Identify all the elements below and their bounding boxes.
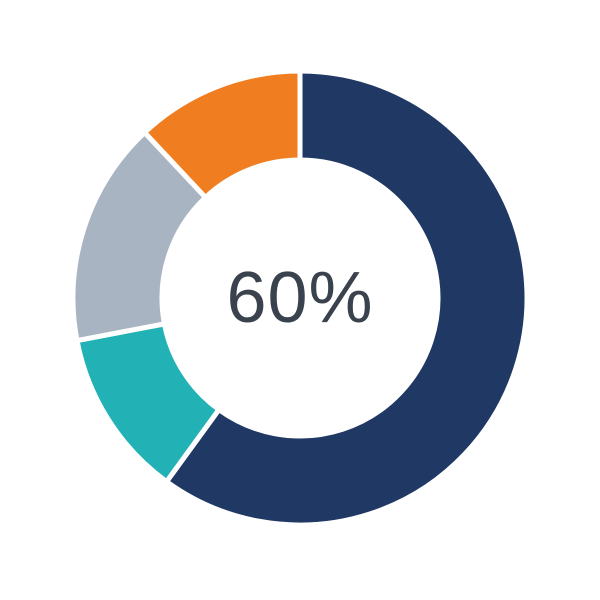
donut-segment-orange <box>141 68 303 201</box>
donut-segment-navy-primary <box>163 68 530 528</box>
